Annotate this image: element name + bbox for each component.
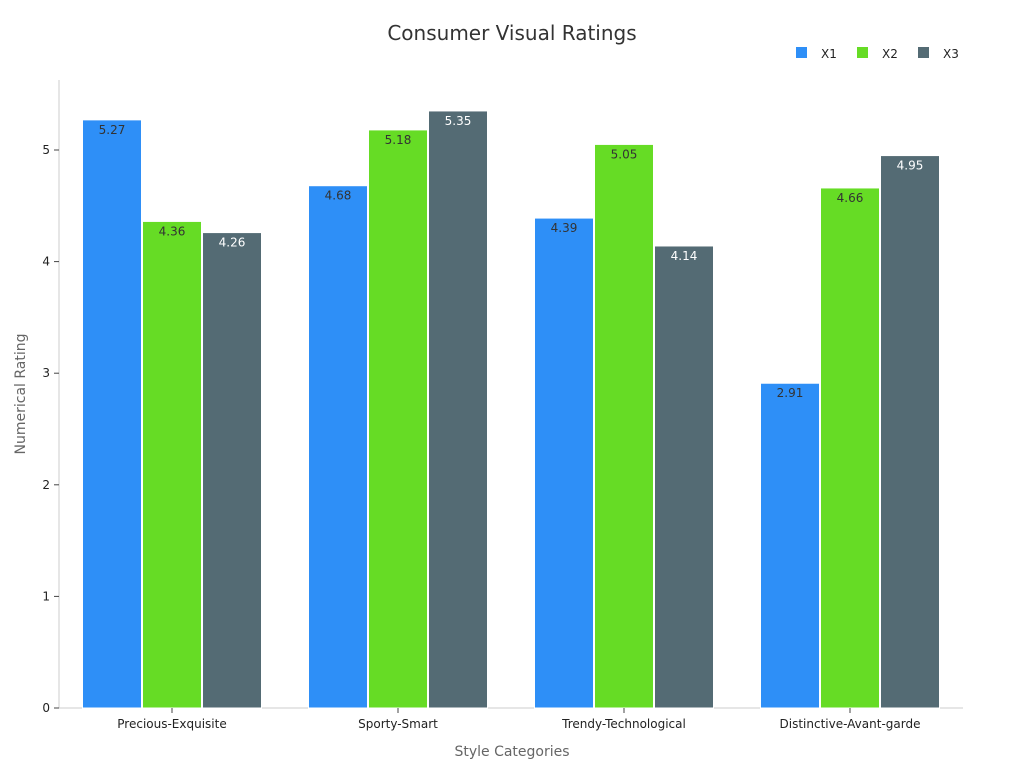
data-label: 4.66: [837, 191, 864, 205]
data-label: 5.05: [611, 147, 638, 161]
bar-x1: [760, 382, 820, 709]
legend-label-x2: X2: [882, 47, 898, 61]
bar-x3: [654, 245, 714, 709]
y-tick-label: 1: [42, 589, 50, 603]
x-tick-label: Distinctive-Avant-garde: [780, 717, 921, 731]
y-tick-label: 5: [42, 143, 50, 157]
data-label: 4.36: [159, 224, 186, 238]
legend: X1 X2 X3: [796, 47, 959, 61]
x-axis-title: Style Categories: [454, 744, 569, 760]
data-label: 4.68: [325, 189, 352, 203]
bar-x2: [820, 187, 880, 709]
bar-x3: [880, 155, 940, 709]
y-tick-label: 0: [42, 701, 50, 715]
y-tick-label: 4: [42, 255, 50, 269]
x-tick-label: Sporty-Smart: [358, 717, 438, 731]
data-label: 4.26: [219, 236, 246, 250]
bar-x3: [428, 110, 488, 709]
legend-label-x3: X3: [943, 47, 959, 61]
y-tick-label: 3: [42, 366, 50, 380]
data-label: 5.18: [385, 133, 412, 147]
data-label: 4.14: [671, 249, 698, 263]
bar-x1: [308, 185, 368, 709]
x-tick-label: Trendy-Technological: [561, 717, 686, 731]
x-tick-label: Precious-Exquisite: [117, 717, 226, 731]
bar-x2: [368, 129, 428, 709]
y-axis-title: Numerical Rating: [13, 334, 29, 455]
legend-label-x1: X1: [821, 47, 837, 61]
y-tick-label: 2: [42, 478, 50, 492]
legend-swatch-x1: [796, 47, 807, 58]
data-label: 5.27: [99, 123, 126, 137]
data-label: 5.35: [445, 114, 472, 128]
bar-x2: [594, 143, 654, 709]
data-label: 4.95: [897, 159, 924, 173]
x-ticks-layer: Precious-Exquisite Sporty-Smart Trendy-Tec…: [117, 708, 920, 731]
bars-layer: 5.27 4.36 4.26 4.68 5.18 5.35 4.39 5.05 4.14 2.91…: [82, 110, 940, 709]
legend-swatch-x3: [918, 47, 929, 58]
data-label: 2.91: [777, 386, 804, 400]
data-label: 4.39: [551, 221, 578, 235]
bar-x1: [82, 119, 142, 709]
y-ticks-layer: 0 1 2 3 4 5: [42, 143, 59, 715]
bar-x2: [142, 220, 202, 709]
chart-title: Consumer Visual Ratings: [387, 21, 636, 45]
bar-x3: [202, 232, 262, 709]
bar-x1: [534, 217, 594, 709]
legend-swatch-x2: [857, 47, 868, 58]
